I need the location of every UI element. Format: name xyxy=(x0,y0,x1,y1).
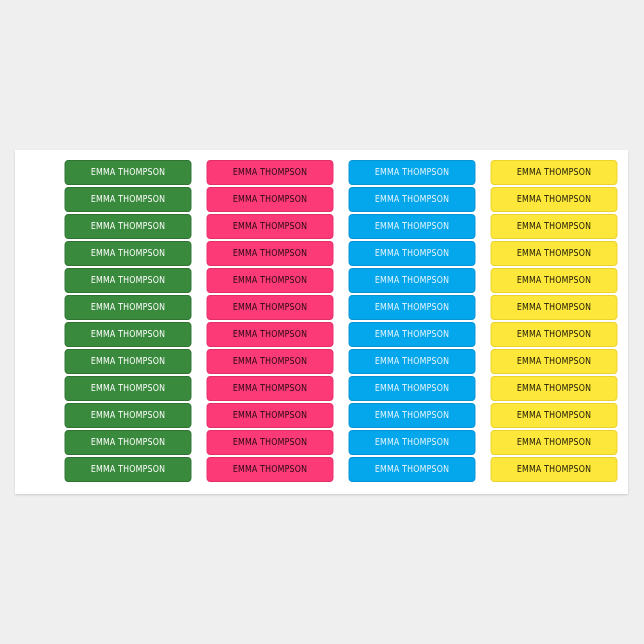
name-label: EMMA THOMPSON xyxy=(64,214,192,239)
name-label: EMMA THOMPSON xyxy=(64,349,192,374)
name-label: EMMA THOMPSON xyxy=(64,403,192,428)
name-label: EMMA THOMPSON xyxy=(348,403,476,428)
name-label: EMMA THOMPSON xyxy=(490,322,618,347)
name-label: EMMA THOMPSON xyxy=(490,214,618,239)
name-label: EMMA THOMPSON xyxy=(490,376,618,401)
name-label: EMMA THOMPSON xyxy=(206,430,334,455)
name-label: EMMA THOMPSON xyxy=(348,268,476,293)
name-label: EMMA THOMPSON xyxy=(490,160,618,185)
name-label: EMMA THOMPSON xyxy=(206,457,334,482)
name-label: EMMA THOMPSON xyxy=(206,322,334,347)
name-label: EMMA THOMPSON xyxy=(64,376,192,401)
name-label: EMMA THOMPSON xyxy=(490,241,618,266)
name-label: EMMA THOMPSON xyxy=(206,214,334,239)
name-label: EMMA THOMPSON xyxy=(348,322,476,347)
name-label: EMMA THOMPSON xyxy=(64,322,192,347)
name-label: EMMA THOMPSON xyxy=(490,349,618,374)
name-label: EMMA THOMPSON xyxy=(348,214,476,239)
name-label: EMMA THOMPSON xyxy=(64,457,192,482)
name-label: EMMA THOMPSON xyxy=(64,241,192,266)
name-label: EMMA THOMPSON xyxy=(348,376,476,401)
name-label: EMMA THOMPSON xyxy=(206,268,334,293)
name-label: EMMA THOMPSON xyxy=(64,295,192,320)
name-label: EMMA THOMPSON xyxy=(64,268,192,293)
name-label: EMMA THOMPSON xyxy=(490,457,618,482)
label-sheet: EMMA THOMPSON EMMA THOMPSON EMMA THOMPSON E… xyxy=(15,150,628,494)
name-label: EMMA THOMPSON xyxy=(348,349,476,374)
name-label: EMMA THOMPSON xyxy=(206,241,334,266)
name-label: EMMA THOMPSON xyxy=(348,241,476,266)
name-label: EMMA THOMPSON xyxy=(490,268,618,293)
name-label: EMMA THOMPSON xyxy=(348,430,476,455)
name-label: EMMA THOMPSON xyxy=(348,160,476,185)
name-label: EMMA THOMPSON xyxy=(348,457,476,482)
name-label: EMMA THOMPSON xyxy=(206,376,334,401)
name-label: EMMA THOMPSON xyxy=(490,295,618,320)
name-label: EMMA THOMPSON xyxy=(206,160,334,185)
name-label: EMMA THOMPSON xyxy=(206,403,334,428)
name-label: EMMA THOMPSON xyxy=(64,160,192,185)
name-label: EMMA THOMPSON xyxy=(490,187,618,212)
name-label: EMMA THOMPSON xyxy=(206,349,334,374)
name-label: EMMA THOMPSON xyxy=(348,187,476,212)
name-label: EMMA THOMPSON xyxy=(490,430,618,455)
name-label: EMMA THOMPSON xyxy=(490,403,618,428)
name-label: EMMA THOMPSON xyxy=(348,295,476,320)
name-label: EMMA THOMPSON xyxy=(206,295,334,320)
name-label: EMMA THOMPSON xyxy=(206,187,334,212)
name-label: EMMA THOMPSON xyxy=(64,187,192,212)
name-label: EMMA THOMPSON xyxy=(64,430,192,455)
